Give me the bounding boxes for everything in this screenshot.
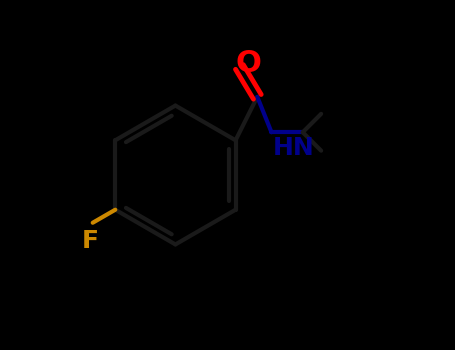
Text: O: O bbox=[235, 49, 261, 78]
Text: HN: HN bbox=[273, 136, 315, 160]
Text: F: F bbox=[81, 229, 98, 253]
